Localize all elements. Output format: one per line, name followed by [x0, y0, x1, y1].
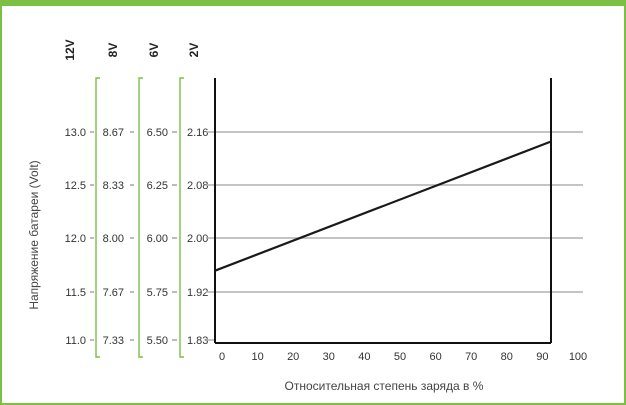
x-tick-label: 10	[251, 351, 263, 363]
scale-tick-label: 6.50	[147, 127, 168, 139]
x-tick-label: 80	[501, 351, 513, 363]
scale-tick-label: 11.0	[65, 335, 86, 347]
scale-tick-label: 6.25	[147, 180, 168, 192]
scale-tick-label: 12.5	[65, 180, 86, 192]
y-axis-label: Напряжение батареи (Volt)	[27, 160, 41, 309]
scale-tick-label: 1.92	[187, 287, 208, 299]
series-line	[214, 140, 552, 272]
scale-tick-label: 2.16	[187, 127, 208, 139]
scale-tick-label: 5.75	[147, 287, 168, 299]
scale-bracket	[95, 77, 100, 358]
x-tick-label: 0	[219, 351, 225, 363]
x-tick-label: 40	[358, 351, 370, 363]
scale-tick-label: 2.00	[187, 233, 208, 245]
scale-bracket	[138, 77, 143, 358]
scale-tick-label: 8.67	[103, 127, 124, 139]
x-tick-label: 50	[394, 351, 406, 363]
scale-header: 2V	[187, 43, 201, 58]
scale-tick-label: 13.0	[65, 127, 86, 139]
scale-tick-label: 1.83	[187, 335, 208, 347]
scale-bracket	[179, 77, 184, 358]
x-tick-label: 60	[429, 351, 441, 363]
scale-tick-label: 7.33	[103, 335, 124, 347]
scale-tick-label: 12.0	[65, 233, 86, 245]
scale-tick-label: 2.08	[187, 180, 208, 192]
x-tick-label: 70	[465, 351, 477, 363]
scale-header: 8V	[106, 43, 120, 58]
scale-tick-label: 6.00	[147, 233, 168, 245]
x-axis-label: Относительная степень заряда в %	[285, 379, 484, 393]
x-tick-label: 90	[536, 351, 548, 363]
scale-tick-label: 8.00	[103, 233, 124, 245]
scale-tick-label: 8.33	[103, 180, 124, 192]
scale-tick-label: 5.50	[147, 335, 168, 347]
scale-tick-label: 7.67	[103, 287, 124, 299]
scale-tick-label: 11.5	[65, 287, 86, 299]
scale-header: 12V	[63, 39, 77, 60]
scale-header: 6V	[147, 43, 161, 58]
x-tick-label: 100	[569, 351, 587, 363]
x-tick-label: 20	[287, 351, 299, 363]
x-tick-label: 30	[323, 351, 335, 363]
